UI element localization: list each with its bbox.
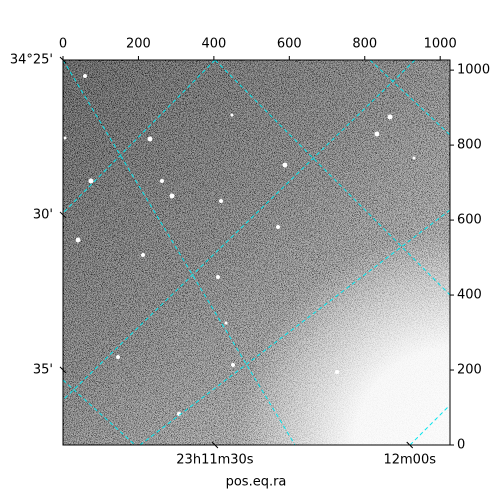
x-tick-label: 400 xyxy=(201,37,226,52)
y-tick-label: 1000 xyxy=(457,63,490,78)
dec-tick xyxy=(59,211,67,219)
y-tick-label: 600 xyxy=(457,213,482,228)
sky-image xyxy=(63,60,450,445)
x-tick-label: 0 xyxy=(59,37,67,52)
x-tick-label: 200 xyxy=(126,37,151,52)
y-tick-label: 0 xyxy=(457,438,465,453)
plot-frame xyxy=(62,59,451,446)
ra-tick-label: 23h11m30s xyxy=(176,453,254,468)
dec-tick-label: 34°25' xyxy=(10,53,53,68)
ra-tick xyxy=(406,441,414,449)
dec-tick-label: 35' xyxy=(33,362,53,377)
dec-tick-label: 30' xyxy=(33,207,53,222)
x-tick-label: 600 xyxy=(277,37,302,52)
y-tick-label: 400 xyxy=(457,288,482,303)
x-axis-label: pos.eq.ra xyxy=(226,475,287,490)
ra-tick xyxy=(211,441,219,449)
y-tick-label: 200 xyxy=(457,363,482,378)
ra-tick-label: 12m00s xyxy=(383,453,436,468)
x-tick-label: 1000 xyxy=(424,37,457,52)
stars xyxy=(63,74,416,416)
x-tick-label: 800 xyxy=(352,37,377,52)
dec-tick xyxy=(59,56,67,64)
dec-tick xyxy=(59,366,67,374)
coordinate-grid xyxy=(63,60,450,445)
y-tick-label: 800 xyxy=(457,138,482,153)
